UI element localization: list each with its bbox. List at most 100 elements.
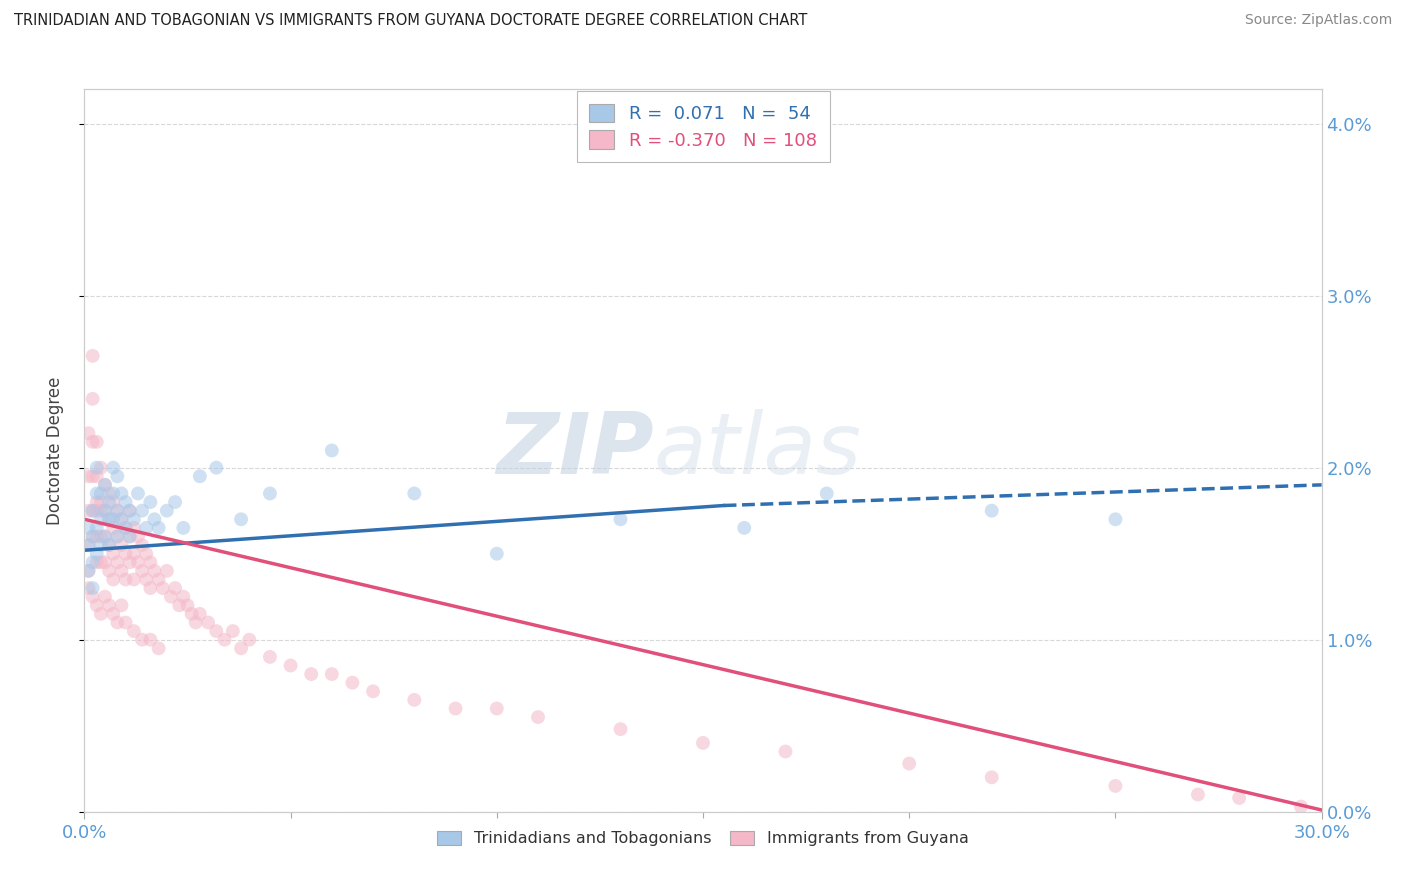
Point (90, 512, 112, 526)
Point (103, 547, 125, 561)
Point (86, 599, 108, 613)
Point (188, 469, 211, 483)
Point (77, 469, 100, 483)
Point (131, 632, 153, 647)
Point (86, 529, 108, 543)
Point (98, 512, 121, 526)
Point (94, 503, 117, 517)
Point (118, 529, 141, 543)
Point (733, 521, 755, 535)
Point (118, 555, 141, 569)
Point (131, 503, 153, 517)
Point (105, 529, 128, 543)
Point (122, 624, 145, 639)
Point (94, 529, 117, 543)
Point (180, 607, 202, 621)
Point (103, 495, 125, 509)
Point (172, 521, 194, 535)
Point (444, 701, 467, 715)
Point (1104, 779, 1126, 793)
Point (94, 590, 117, 604)
Point (94, 555, 117, 569)
Point (82, 529, 104, 543)
Point (86, 555, 108, 569)
Point (485, 547, 508, 561)
Point (118, 503, 141, 517)
Point (105, 555, 128, 569)
Point (110, 512, 132, 526)
Point (98, 495, 121, 509)
Point (156, 503, 179, 517)
Point (103, 486, 125, 500)
Point (143, 512, 166, 526)
Point (188, 607, 211, 621)
Point (82, 434, 104, 449)
Point (77, 521, 100, 535)
Point (1187, 788, 1209, 802)
Text: Source: ZipAtlas.com: Source: ZipAtlas.com (1244, 13, 1392, 28)
Point (114, 521, 136, 535)
Point (86, 486, 108, 500)
Point (122, 512, 145, 526)
Point (609, 512, 631, 526)
Point (139, 632, 162, 647)
Point (148, 573, 170, 587)
Point (131, 564, 153, 578)
Point (77, 564, 100, 578)
Point (90, 555, 112, 569)
Point (114, 615, 136, 630)
Point (259, 486, 281, 500)
Point (82, 349, 104, 363)
Point (980, 503, 1002, 517)
Point (94, 478, 117, 492)
Point (86, 469, 108, 483)
Point (609, 722, 631, 736)
Point (404, 693, 426, 707)
Point (321, 443, 343, 458)
Point (110, 512, 132, 526)
Point (90, 607, 112, 621)
Point (114, 573, 136, 587)
Point (114, 495, 136, 509)
Point (82, 555, 104, 569)
Point (98, 564, 121, 578)
Point (77, 564, 100, 578)
Point (361, 684, 384, 698)
Point (139, 495, 162, 509)
Point (105, 503, 128, 517)
Point (110, 564, 132, 578)
Point (86, 434, 108, 449)
Point (229, 641, 252, 656)
Point (160, 590, 183, 604)
Point (90, 495, 112, 509)
Point (1104, 512, 1126, 526)
Point (229, 512, 252, 526)
Point (98, 486, 121, 500)
Point (1289, 799, 1312, 814)
Point (90, 503, 112, 517)
Text: atlas: atlas (654, 409, 862, 492)
Point (135, 521, 157, 535)
Point (77, 538, 100, 552)
Point (82, 503, 104, 517)
Point (1227, 791, 1250, 805)
Point (156, 564, 179, 578)
Point (105, 469, 128, 483)
Point (105, 503, 128, 517)
Point (94, 503, 117, 517)
Point (103, 573, 125, 587)
Point (105, 615, 128, 630)
Point (90, 460, 112, 475)
Point (122, 573, 145, 587)
Point (139, 581, 162, 595)
Point (105, 529, 128, 543)
Point (77, 581, 100, 595)
Point (86, 495, 108, 509)
Point (222, 624, 245, 639)
Point (98, 538, 121, 552)
Point (82, 503, 104, 517)
Point (135, 547, 157, 561)
Point (90, 486, 112, 500)
Point (127, 529, 149, 543)
Point (122, 547, 145, 561)
